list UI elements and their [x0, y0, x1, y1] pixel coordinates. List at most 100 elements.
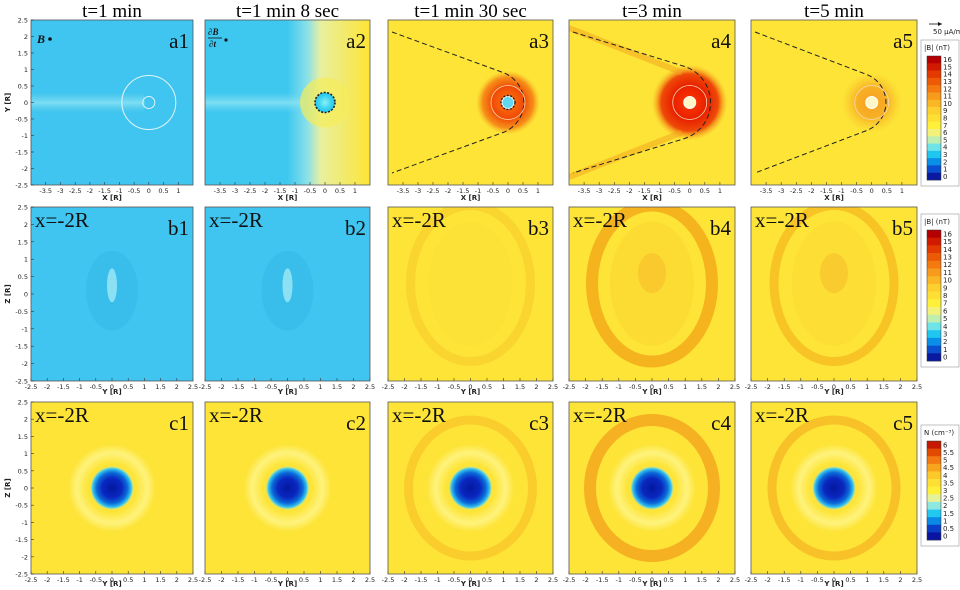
x-tick-label: 2 — [351, 383, 355, 391]
colorbar-swatch — [927, 128, 941, 137]
x-tick-label: 0 — [650, 576, 654, 584]
colorbar-swatch — [927, 121, 941, 130]
a2-symbol-numerator: ∂B — [208, 27, 218, 37]
a1-symbol-dot — [48, 37, 52, 41]
planet-density-hole — [90, 466, 134, 510]
x-tick-label: -1 — [292, 187, 298, 195]
x-tick-label: -0.5 — [448, 383, 461, 391]
colorbar-swatch — [927, 260, 941, 269]
x-tick-label: -0.5 — [265, 576, 278, 584]
x-tick-label: -1.5 — [415, 576, 428, 584]
time-title-3: t=1 min 30 sec — [414, 1, 527, 22]
x-tick-label: -3.5 — [760, 187, 773, 195]
colorbar-swatch — [927, 314, 941, 323]
colorbar-swatch — [927, 486, 941, 495]
colorbar-swatch — [927, 237, 941, 246]
colorbar-swatch — [927, 85, 941, 93]
y-tick-label: 2 — [24, 33, 28, 41]
compressed-ring — [769, 207, 899, 367]
colorbar-swatch — [927, 70, 941, 79]
y-tick-label: 0.5 — [18, 273, 28, 281]
panel-frame — [204, 19, 371, 186]
x-tick-label: 1 — [501, 383, 505, 391]
colorbar-swatch — [927, 283, 941, 292]
x-axis-label: Y [R] — [101, 580, 121, 588]
panel-plot-area — [31, 402, 193, 574]
x-tick-label: -1 — [251, 576, 257, 584]
colorbar-tick-label: 5 — [943, 457, 947, 465]
colorbar-swatch — [927, 307, 941, 316]
colorbar-title: |B| (nT) — [924, 44, 950, 52]
x-axis-label: X [R] — [278, 194, 298, 202]
y-tick-label: 1 — [24, 66, 28, 74]
colorbar-tick-label: 15 — [943, 63, 952, 71]
bow-shock-line — [754, 31, 887, 174]
x-tick-label: -2.5 — [25, 383, 38, 391]
x-axis-label: X [R] — [824, 194, 844, 202]
colorbar-swatch — [927, 114, 941, 122]
x-tick-label: 1.5 — [332, 383, 342, 391]
colorbar-tick-label: 6 — [943, 307, 948, 315]
center-patch — [820, 253, 848, 294]
slice-label: x=-2R — [35, 403, 89, 427]
y-tick-label: 0 — [24, 99, 28, 107]
a2-symbol-dot — [224, 38, 228, 42]
colorbar-swatch — [927, 150, 941, 159]
x-tick-label: -3 — [232, 187, 238, 195]
x-tick-label: 2.5 — [188, 576, 198, 584]
panel-b5: -2.5 -2 -1.5 -1 -0.5 0 0.5 1 1.5 2 2.5 x=-2R b5 Y [R] — [745, 206, 922, 396]
ring — [490, 85, 526, 120]
colorbar-tick-label: 4 — [943, 144, 948, 152]
x-tick-label: -0.5 — [811, 576, 824, 584]
colorbar-tick-label: 1 — [943, 166, 947, 174]
x-tick-label: -2 — [808, 187, 814, 195]
y-tick-label: 2.5 — [18, 399, 28, 407]
y-tick-label: 0.5 — [18, 467, 28, 475]
slice-label: x=-2R — [209, 403, 263, 427]
y-tick-label: -2.5 — [15, 182, 28, 190]
x-tick-label: 1.5 — [155, 576, 165, 584]
x-tick-label: 1.5 — [879, 383, 889, 391]
x-tick-label: -0.5 — [89, 383, 102, 391]
density-ring — [767, 415, 901, 561]
colorbar-tick-label: 12 — [943, 85, 952, 93]
x-tick-label: 1.5 — [515, 576, 525, 584]
x-tick-label: -2.5 — [199, 576, 212, 584]
panel-frame — [750, 206, 918, 382]
panel-c4: -2.5 -2 -1.5 -1 -0.5 0 0.5 1 1.5 2 2.5 x=-2R c4 Y [R] — [563, 401, 740, 588]
colorbar-swatch — [927, 230, 941, 239]
colorbar-tick-label: 11 — [943, 269, 952, 277]
colorbar-swatch — [927, 172, 941, 181]
colorbar-tick-label: 1 — [943, 346, 947, 354]
colorbar-tick-label: 8 — [943, 292, 947, 300]
x-tick-label: 0 — [870, 187, 874, 195]
colorbar-tick-label: 2 — [943, 502, 947, 510]
colorbar-swatch — [927, 299, 941, 308]
panel-plot-area — [569, 402, 735, 574]
panel-a4: -3.5 -3 -2.5 -2 -1.5 -1 -0.5 0 0.5 1 a4 X [R] — [568, 19, 736, 202]
x-tick-label: -2 — [401, 383, 407, 391]
colorbar-swatch — [927, 291, 941, 300]
x-tick-label: -2.5 — [199, 383, 212, 391]
slice-label: x=-2R — [755, 403, 809, 427]
colorbar-tick-label: 6 — [943, 129, 948, 137]
y-tick-label: -2.5 — [15, 378, 28, 386]
panel-b3: -2.5 -2 -1.5 -1 -0.5 0 0.5 1 1.5 2 2.5 x=-2R b3 Y [R] — [382, 206, 558, 396]
x-tick-label: 0.5 — [123, 383, 133, 391]
x-tick-label: 0.5 — [299, 576, 309, 584]
x-tick-label: 2.5 — [548, 383, 558, 391]
slice-label: x=-2R — [755, 208, 809, 232]
x-tick-label: 2 — [534, 383, 538, 391]
colorbar-tick-label: 13 — [943, 78, 952, 86]
x-tick-label: 1.5 — [697, 576, 707, 584]
central-stripe — [282, 268, 293, 303]
x-tick-label: -2 — [764, 576, 770, 584]
panel-frame — [204, 401, 371, 575]
x-tick-label: -2 — [44, 383, 50, 391]
colorbar-swatch — [927, 253, 941, 262]
x-tick-label: -2.5 — [69, 187, 82, 195]
panel-frame — [387, 206, 554, 382]
ring — [854, 85, 890, 120]
x-tick-label: -2 — [401, 576, 407, 584]
colorbar-swatch — [927, 456, 941, 465]
